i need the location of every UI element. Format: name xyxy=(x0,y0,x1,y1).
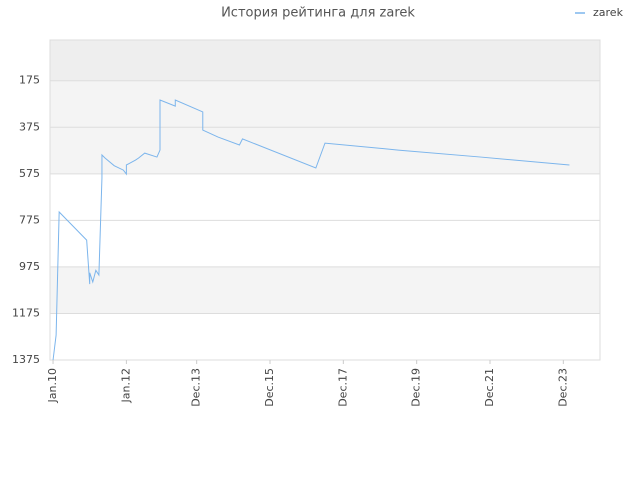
y-tick-label: 575 xyxy=(19,167,40,180)
x-tick-label: Jan.10 xyxy=(46,368,59,403)
y-tick-label: 1175 xyxy=(12,306,40,319)
x-tick-label: Jan.12 xyxy=(119,368,132,403)
x-tick-label: Dec.21 xyxy=(483,368,496,407)
x-tick-label: Dec.13 xyxy=(190,368,203,407)
x-tick-label: Dec.19 xyxy=(410,368,423,407)
y-tick-label: 975 xyxy=(19,260,40,273)
y-tick-label: 1375 xyxy=(12,353,40,366)
band xyxy=(50,313,600,360)
legend-label: zarek xyxy=(593,6,624,19)
band xyxy=(50,266,600,314)
chart-title: История рейтинга для zarek xyxy=(221,6,415,21)
band xyxy=(50,80,600,128)
y-tick-label: 175 xyxy=(19,74,40,87)
x-tick-label: Dec.15 xyxy=(263,368,276,407)
band xyxy=(50,220,600,267)
y-tick-label: 775 xyxy=(19,213,40,226)
series-line xyxy=(52,99,570,361)
x-tick-label: Dec.17 xyxy=(336,368,349,407)
y-tick-label: 375 xyxy=(19,120,40,133)
band xyxy=(50,127,600,174)
x-tick-label: Dec.23 xyxy=(556,368,569,407)
band xyxy=(50,173,600,221)
band xyxy=(50,40,600,81)
